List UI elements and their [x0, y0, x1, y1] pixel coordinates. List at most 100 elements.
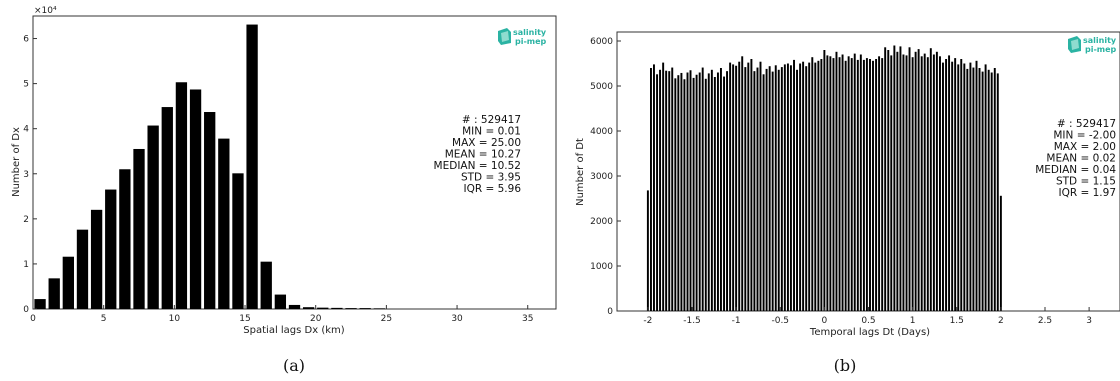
bar: [859, 54, 862, 311]
bar: [954, 58, 957, 311]
bar: [668, 71, 671, 312]
bar: [726, 71, 729, 312]
x-tick-label: 1: [910, 316, 916, 326]
bar: [48, 278, 60, 309]
bar: [750, 59, 753, 311]
bar: [832, 58, 835, 311]
bar: [204, 112, 216, 309]
bar: [317, 307, 329, 309]
bar: [805, 66, 808, 311]
bar: [890, 55, 893, 312]
x-tick-label: 3: [1086, 316, 1092, 326]
bar: [829, 56, 832, 311]
bar: [799, 63, 802, 311]
bar: [850, 58, 853, 311]
bar: [856, 59, 859, 312]
bar: [741, 56, 744, 311]
bar: [914, 51, 917, 312]
x-tick-label: -1.5: [683, 316, 701, 326]
bar: [650, 68, 652, 311]
bar: [823, 50, 826, 311]
bar: [929, 48, 932, 311]
bar: [963, 63, 966, 311]
bar: [786, 63, 789, 311]
x-tick-label: 5: [101, 314, 107, 324]
bar: [133, 148, 145, 309]
bar: [908, 47, 911, 312]
bar: [835, 51, 838, 312]
bar: [373, 308, 385, 309]
bar: [896, 51, 899, 312]
x-tick-label: -1: [732, 316, 741, 326]
bar: [232, 173, 244, 309]
bar: [729, 62, 732, 311]
bar: [756, 67, 759, 311]
y-tick-label: 1: [23, 260, 29, 270]
bar: [288, 304, 301, 309]
stat-line: MEDIAN = 10.52: [434, 160, 521, 172]
bar: [659, 69, 662, 311]
y-tick-label: 5000: [590, 82, 613, 92]
caption-b: (b): [834, 356, 857, 375]
bar: [119, 169, 131, 309]
bar: [923, 53, 926, 311]
y-tick-label: 0: [23, 305, 29, 315]
y-tick-label: 5: [23, 80, 29, 90]
y-axis-label-b: Number of Dt: [575, 138, 586, 206]
bar: [62, 256, 74, 309]
bar: [926, 57, 929, 312]
bar: [796, 69, 798, 311]
x-ticks-b: -2 -1.5 -1 -0.5 0 0.5 1 1.5 2 2.5 3: [643, 307, 1092, 326]
y-axis-label-a: Number of Dx: [11, 127, 22, 197]
bar: [161, 107, 173, 309]
x-tick-label: 30: [451, 314, 463, 324]
x-tick-label: -2: [643, 316, 652, 326]
x-tick-label: 25: [381, 314, 392, 324]
bar: [674, 78, 677, 311]
salinity-pimep-logo-a: salinity pi-mep: [498, 28, 547, 46]
stat-line: STD = 3.95: [461, 172, 521, 184]
bar: [701, 67, 704, 311]
bar: [359, 308, 371, 309]
bar: [902, 54, 905, 311]
bar: [881, 58, 884, 311]
bar: [960, 59, 963, 311]
x-tick-label: 10: [169, 314, 181, 324]
bar: [707, 73, 710, 312]
bar: [945, 59, 948, 311]
stat-line: MEDIAN = 0.04: [1035, 164, 1116, 176]
y-tick-label: 3000: [590, 172, 613, 182]
bar: [738, 61, 741, 312]
logo-text-line2: pi-mep: [515, 37, 547, 46]
bar: [905, 55, 908, 312]
bar: [189, 89, 202, 309]
bar: [723, 76, 726, 311]
bar: [811, 57, 814, 312]
x-tick-label: 2.5: [1038, 316, 1052, 326]
logo-text-line1: salinity: [1083, 36, 1117, 45]
bar: [862, 59, 865, 312]
stat-line: MEAN = 10.27: [445, 149, 521, 161]
x-tick-label: 0.5: [861, 316, 875, 326]
stat-line: IQR = 5.96: [463, 183, 521, 195]
y-tick-label: 4: [23, 125, 29, 135]
y-tick-label: 1000: [590, 262, 613, 272]
bar: [942, 62, 944, 311]
bar: [695, 74, 698, 311]
y-tick-label: 6: [23, 35, 29, 45]
bar: [147, 125, 159, 309]
stat-line: # : 529417: [1057, 118, 1116, 130]
x-ticks-a: 0 5 10 15 20 25 30 35: [30, 305, 533, 324]
stat-line: MAX = 2.00: [1054, 141, 1116, 153]
x-tick-label: 0: [822, 316, 828, 326]
bar: [820, 59, 823, 311]
bar: [175, 82, 188, 309]
bar: [872, 60, 874, 311]
bar: [911, 57, 914, 312]
bar: [747, 62, 750, 311]
bar: [777, 69, 780, 311]
bar: [875, 59, 878, 311]
bar: [662, 62, 665, 311]
bar: [984, 64, 987, 312]
